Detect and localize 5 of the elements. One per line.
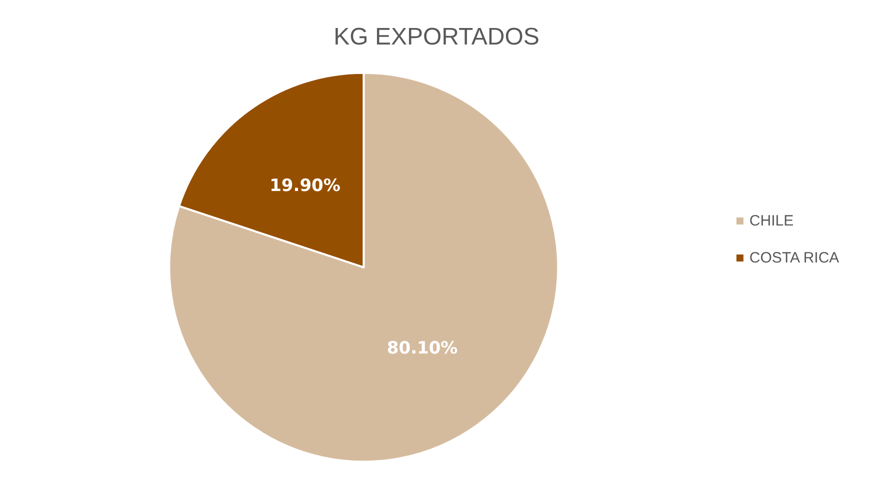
legend-label: COSTA RICA — [749, 250, 840, 266]
data-label: 19.90% — [270, 176, 340, 196]
legend-label: CHILE — [749, 212, 794, 230]
chart-title: KG EXPORTADOS — [334, 24, 540, 50]
data-label: 80.10% — [386, 338, 458, 359]
